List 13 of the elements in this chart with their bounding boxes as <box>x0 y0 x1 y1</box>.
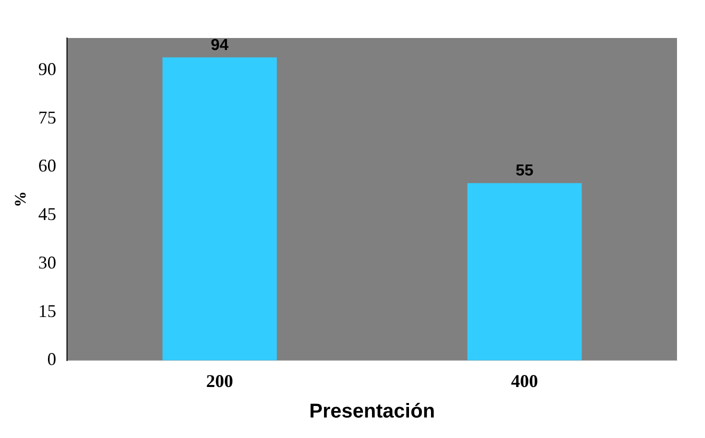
x-tick-label: 200 <box>206 370 234 391</box>
y-tick-label: 60 <box>38 156 56 176</box>
x-tick-label: 400 <box>511 370 538 391</box>
data-label: 94 <box>210 36 229 54</box>
y-tick-label: 30 <box>38 252 56 272</box>
x-axis-title: Presentación <box>309 400 435 423</box>
y-tick-label: 75 <box>38 107 56 128</box>
data-label: 55 <box>516 162 534 180</box>
y-tick-label: 90 <box>38 58 56 79</box>
y-tick-label: 45 <box>38 204 56 224</box>
y-tick-label: 0 <box>47 349 56 370</box>
y-tick-label: 15 <box>38 300 56 321</box>
y-axis-title: % <box>12 191 30 208</box>
